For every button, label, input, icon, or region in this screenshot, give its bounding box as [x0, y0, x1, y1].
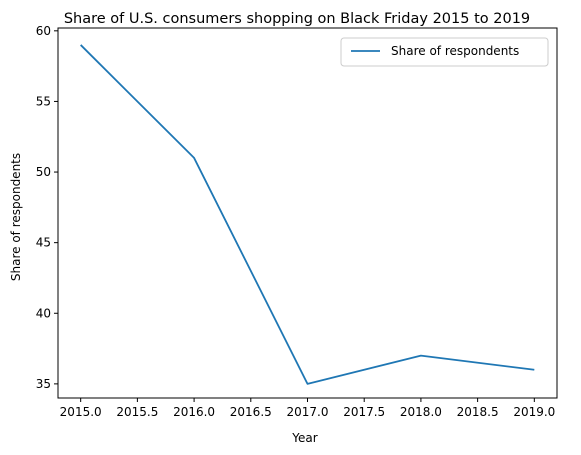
x-axis-label: Year [291, 431, 317, 445]
x-tick-label: 2017.0 [287, 405, 329, 419]
y-axis-label: Share of respondents [9, 153, 23, 281]
x-tick-label: 2018.5 [457, 405, 499, 419]
chart-title: Share of U.S. consumers shopping on Blac… [64, 11, 530, 27]
x-axis-ticks: 2015.0 2015.5 2016.0 2016.5 2017.0 2017.5 2018… [60, 398, 555, 419]
y-tick-label: 60 [36, 24, 51, 38]
x-tick-label: 2017.5 [343, 405, 385, 419]
y-tick-label: 50 [36, 165, 51, 179]
x-tick-label: 2019.0 [513, 405, 555, 419]
legend: Share of respondents [340, 37, 549, 67]
series-layer [80, 44, 535, 385]
x-tick-label: 2016.0 [173, 405, 215, 419]
y-tick-label: 35 [36, 377, 51, 391]
y-tick-label: 45 [36, 236, 51, 250]
x-tick-label: 2015.0 [60, 405, 102, 419]
y-axis-ticks: 35 40 45 50 55 60 [36, 24, 58, 391]
x-tick-label: 2015.5 [116, 405, 158, 419]
legend-frame [340, 37, 549, 67]
plot-frame [57, 27, 558, 399]
x-tick-label: 2018.0 [400, 405, 442, 419]
y-tick-label: 40 [36, 306, 51, 320]
y-tick-label: 55 [36, 94, 51, 108]
x-tick-label: 2016.5 [230, 405, 272, 419]
legend-label: Share of respondents [391, 44, 519, 58]
series-line [80, 44, 535, 385]
